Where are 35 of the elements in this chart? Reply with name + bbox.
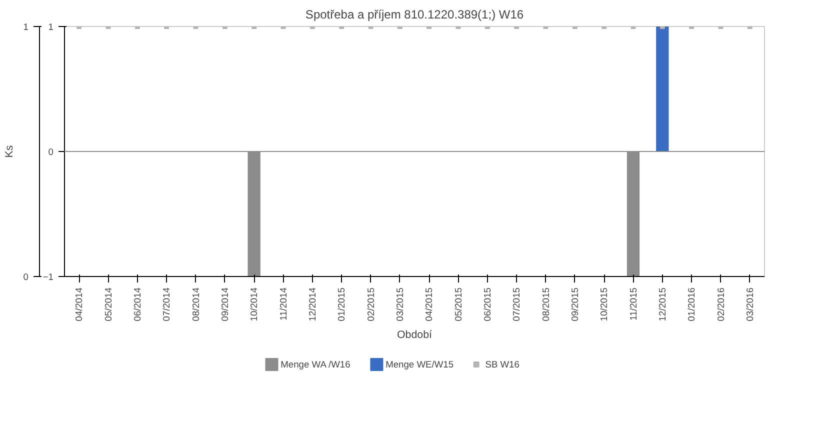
x-tick-label: 06/2015 <box>482 287 492 322</box>
x-tick-label: 03/2016 <box>744 287 755 322</box>
y2-axis-title: Ks <box>3 145 16 158</box>
legend-label: SB W16 <box>485 360 520 370</box>
x-tick-label: 03/2015 <box>394 287 405 322</box>
x-tick-label: 10/2015 <box>599 287 610 322</box>
x-tick-label: 10/2014 <box>249 287 260 322</box>
y2-tick-label: 0 <box>23 272 29 282</box>
y-tick-label: 0 <box>48 147 54 157</box>
chart-title: Spotřeba a příjem 810.1220.389(1;) W16 <box>305 8 524 22</box>
y2-tick-label: 1 <box>23 22 29 32</box>
legend-label: Menge WE/W15 <box>386 360 454 370</box>
x-tick-label: 06/2014 <box>132 287 142 322</box>
y-tick-label: 1 <box>48 22 54 32</box>
x-tick-label: 04/2014 <box>74 287 84 322</box>
x-tick-label: 04/2015 <box>424 287 434 322</box>
x-tick-label: 09/2015 <box>570 287 580 322</box>
x-tick-label: 08/2015 <box>540 287 551 322</box>
x-tick-label: 09/2014 <box>220 287 230 322</box>
x-tick-label: 11/2015 <box>628 287 638 321</box>
x-tick-label: 07/2015 <box>512 287 522 322</box>
x-tick-label: 02/2016 <box>716 287 726 322</box>
x-tick-label: 12/2015 <box>657 287 668 322</box>
y-tick-label: −1 <box>42 272 54 282</box>
x-tick-label: 05/2014 <box>103 287 114 322</box>
x-tick-label: 05/2015 <box>453 287 464 322</box>
x-tick-label: 08/2014 <box>190 287 201 322</box>
x-tick-label: 11/2014 <box>278 287 288 321</box>
legend-label: Menge WA /W16 <box>280 360 350 370</box>
x-tick-label: 07/2014 <box>162 287 172 322</box>
x-tick-label: 01/2016 <box>686 287 697 322</box>
x-tick-label: 01/2015 <box>336 287 347 322</box>
x-tick-label: 12/2014 <box>307 287 318 322</box>
x-tick-label: 02/2015 <box>366 287 376 322</box>
x-axis-title: Období <box>397 329 432 342</box>
